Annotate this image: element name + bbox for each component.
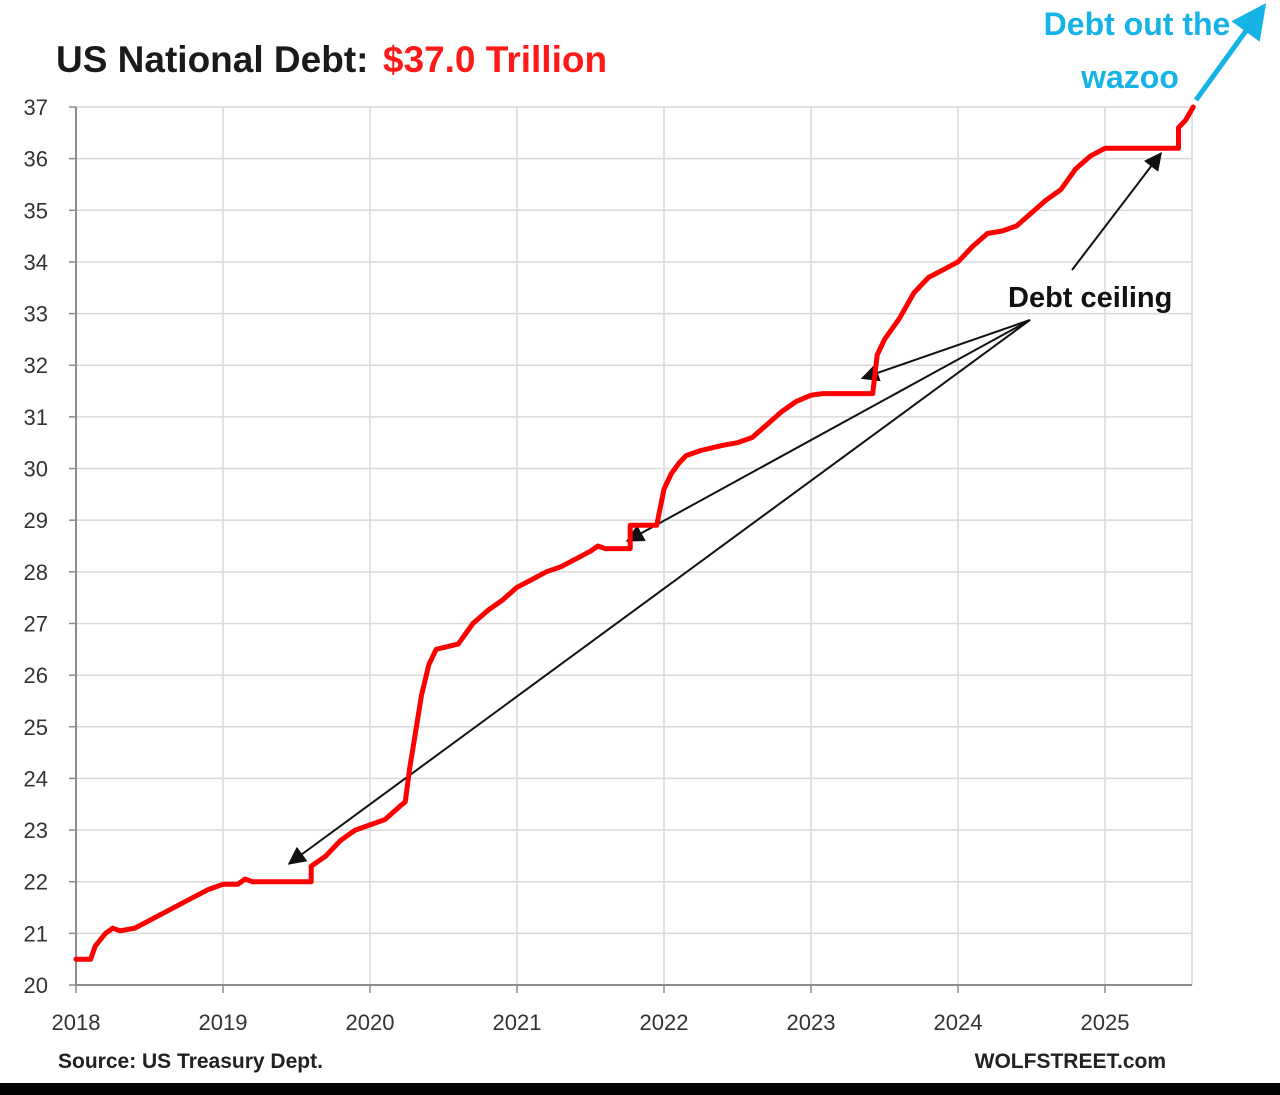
site-credit: WOLFSTREET.com xyxy=(975,1050,1166,1073)
y-tick-label: 23 xyxy=(24,818,48,843)
y-tick-label: 36 xyxy=(24,147,48,172)
y-tick-label: 30 xyxy=(24,457,48,482)
y-tick-label: 26 xyxy=(24,663,48,688)
x-axis-ticks: 2018 2019 2020 2021 2022 2023 2024 2025 xyxy=(52,985,1130,1035)
source-note: Source: US Treasury Dept. xyxy=(58,1050,323,1073)
debt-ceiling-label: Debt ceiling xyxy=(1008,282,1172,314)
y-tick-label: 29 xyxy=(24,508,48,533)
debt-ceiling-arrow xyxy=(860,319,1031,382)
y-tick-label: 24 xyxy=(24,766,48,791)
chart-title: US National Debt: $37.0 Trillion xyxy=(56,39,607,80)
x-tick-label: 2024 xyxy=(934,1010,983,1035)
x-tick-label: 2025 xyxy=(1081,1010,1130,1035)
y-tick-label: 34 xyxy=(24,250,48,275)
x-tick-label: 2019 xyxy=(199,1010,248,1035)
bottom-border xyxy=(0,1083,1280,1095)
y-tick-label: 28 xyxy=(24,560,48,585)
y-tick-label: 20 xyxy=(24,973,48,998)
x-tick-label: 2018 xyxy=(52,1010,101,1035)
debt-ceiling-arrow xyxy=(287,319,1031,865)
chart-title-value: $37.0 Trillion xyxy=(383,39,607,80)
debt-ceiling-arrow xyxy=(1071,152,1162,271)
debt-ceiling-arrow xyxy=(625,319,1031,542)
debt-ceiling-arrows xyxy=(287,152,1162,865)
y-tick-label: 22 xyxy=(24,870,48,895)
chart-title-label: US National Debt: xyxy=(56,39,368,80)
y-tick-label: 37 xyxy=(24,95,48,120)
x-tick-label: 2021 xyxy=(493,1010,542,1035)
y-tick-label: 21 xyxy=(24,921,48,946)
y-tick-label: 32 xyxy=(24,353,48,378)
y-axis-ticks: 20 21 22 23 24 25 26 27 28 29 30 31 32 33 34 35 36 37 xyxy=(24,95,76,998)
wazoo-label-line1: Debt out the xyxy=(1044,6,1231,42)
wazoo-label-line2: wazoo xyxy=(1080,59,1179,95)
grid-lines xyxy=(75,106,1193,986)
y-tick-label: 35 xyxy=(24,198,48,223)
debt-series-line xyxy=(73,104,1196,962)
wazoo-arrow xyxy=(1193,3,1267,102)
x-tick-label: 2020 xyxy=(346,1010,395,1035)
y-tick-label: 27 xyxy=(24,611,48,636)
y-tick-label: 33 xyxy=(24,302,48,327)
y-tick-label: 25 xyxy=(24,715,48,740)
x-tick-label: 2022 xyxy=(640,1010,689,1035)
x-tick-label: 2023 xyxy=(787,1010,836,1035)
y-tick-label: 31 xyxy=(24,405,48,430)
